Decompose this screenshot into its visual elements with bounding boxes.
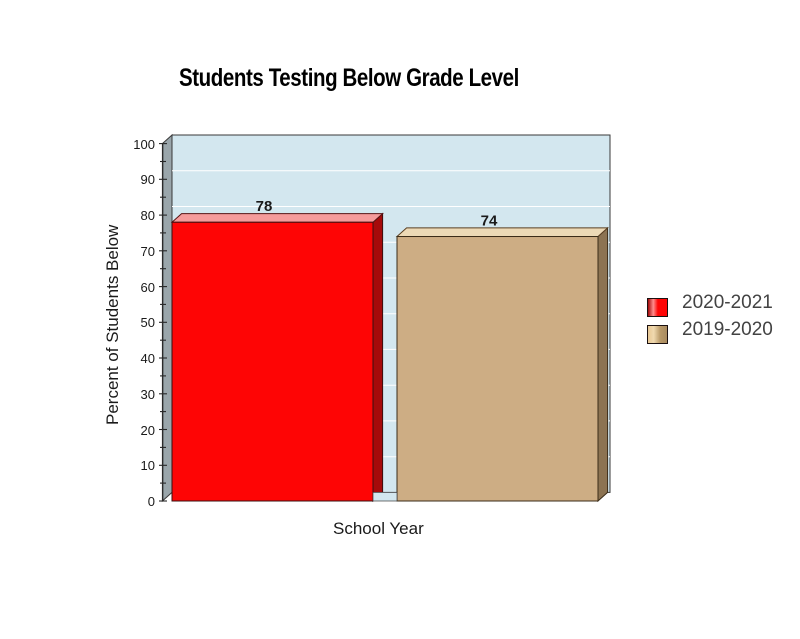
svg-text:74: 74: [481, 213, 498, 230]
svg-text:78: 78: [256, 198, 273, 215]
